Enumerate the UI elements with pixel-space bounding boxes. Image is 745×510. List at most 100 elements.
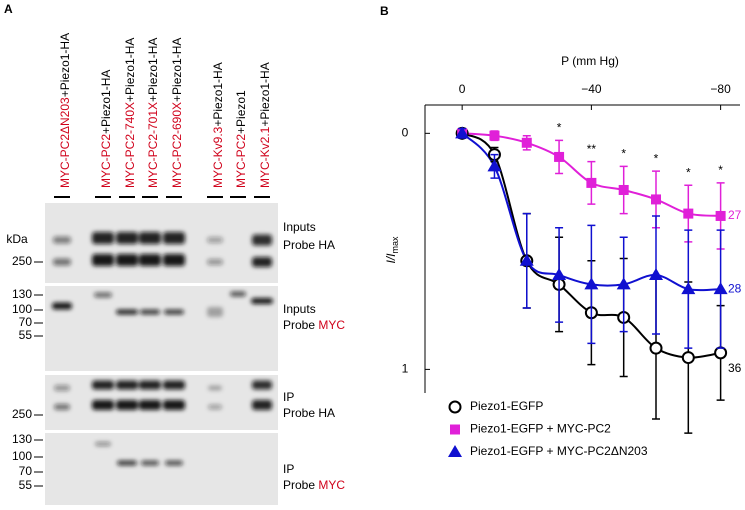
significance: * bbox=[621, 147, 626, 161]
significance: * bbox=[654, 151, 659, 165]
marker bbox=[450, 424, 460, 435]
bands bbox=[95, 442, 183, 466]
assay-label: IP bbox=[283, 462, 294, 476]
band bbox=[207, 237, 223, 243]
marker bbox=[713, 282, 728, 295]
marker-label: 130 bbox=[12, 432, 32, 446]
lane-label: MYC-Kv2.1+Piezo1-HA bbox=[258, 62, 272, 188]
assay-label: IP bbox=[283, 390, 294, 404]
marker bbox=[681, 351, 695, 365]
lane-construct: MYC-PC2-690X bbox=[170, 102, 184, 188]
band bbox=[92, 232, 114, 244]
band bbox=[117, 460, 137, 466]
lane-construct: MYC-PC2-740X bbox=[123, 102, 137, 188]
panel-label: B bbox=[380, 4, 389, 18]
marker bbox=[489, 130, 500, 141]
marker bbox=[649, 341, 663, 355]
marker bbox=[715, 210, 726, 221]
panel-label: A bbox=[4, 2, 13, 16]
band bbox=[252, 257, 272, 267]
band bbox=[53, 236, 71, 244]
band bbox=[92, 380, 114, 390]
blot bbox=[45, 286, 278, 371]
n-label: 27 bbox=[728, 208, 742, 222]
blot bbox=[45, 375, 278, 430]
band bbox=[140, 309, 160, 315]
band bbox=[141, 460, 159, 466]
blot bbox=[45, 433, 278, 505]
n-label: 28 bbox=[728, 281, 742, 295]
band bbox=[116, 380, 138, 390]
band bbox=[139, 400, 161, 410]
marker-label: 70 bbox=[19, 315, 33, 329]
probe-label: Probe MYC bbox=[283, 478, 345, 492]
probe: Probe bbox=[283, 478, 315, 492]
legend-label: Piezo1-EGFP bbox=[470, 399, 543, 413]
marker-label: 100 bbox=[12, 449, 32, 463]
probe-target: MYC bbox=[318, 318, 345, 332]
probe: Probe bbox=[283, 406, 315, 420]
bands bbox=[52, 291, 273, 317]
lane-label: MYC-PC2-690X+Piezo1-HA bbox=[170, 38, 184, 188]
band bbox=[52, 302, 72, 310]
band bbox=[139, 380, 161, 390]
x-axis-title: P (mm Hg) bbox=[561, 54, 619, 68]
lane-construct: MYC-Kv9.3 bbox=[211, 126, 225, 188]
marker bbox=[714, 346, 728, 360]
x-tick-label: −40 bbox=[581, 82, 602, 96]
band bbox=[252, 380, 272, 390]
marker bbox=[651, 194, 661, 205]
y-title-main: I/I bbox=[384, 253, 398, 264]
band bbox=[163, 400, 185, 410]
lane-partner: +Piezo1 bbox=[234, 90, 248, 134]
kda-label: kDa bbox=[6, 232, 28, 246]
lane-partner: +Piezo1-HA bbox=[123, 38, 137, 102]
marker-label: 55 bbox=[19, 328, 33, 342]
lane-partner: +Piezo1-HA bbox=[211, 62, 225, 126]
lane-partner: +Piezo1-HA bbox=[146, 38, 160, 102]
marker-label: 70 bbox=[19, 464, 33, 478]
band bbox=[164, 309, 184, 315]
band bbox=[94, 292, 112, 298]
band bbox=[165, 460, 183, 466]
marker bbox=[584, 277, 599, 290]
marker-label: 130 bbox=[12, 287, 32, 301]
bands bbox=[54, 380, 272, 410]
marker bbox=[616, 277, 631, 290]
lane-label: MYC-PC2-740X+Piezo1-HA bbox=[123, 38, 137, 188]
significance: * bbox=[686, 165, 691, 179]
probe-label: Probe MYC bbox=[283, 318, 345, 332]
band bbox=[53, 258, 71, 266]
marker bbox=[649, 267, 663, 280]
legend-label: Piezo1-EGFP + MYC-PC2 bbox=[470, 422, 611, 436]
band bbox=[139, 254, 161, 266]
bands bbox=[53, 232, 272, 267]
band bbox=[207, 307, 223, 317]
band bbox=[116, 254, 138, 266]
marker bbox=[586, 177, 597, 188]
marker bbox=[618, 184, 629, 195]
lane-partner: +Piezo1-HA bbox=[58, 33, 72, 97]
probe-label: Probe HA bbox=[283, 238, 335, 252]
marker bbox=[455, 126, 470, 139]
marker-label: 250 bbox=[12, 254, 32, 268]
probe: Probe bbox=[283, 238, 315, 252]
marker-label: 250 bbox=[12, 407, 32, 421]
y-tick-label: 1 bbox=[402, 362, 409, 376]
blot bbox=[45, 203, 278, 283]
band bbox=[251, 298, 273, 304]
band bbox=[163, 380, 185, 390]
band bbox=[116, 232, 138, 244]
marker bbox=[448, 445, 462, 457]
marker bbox=[683, 208, 694, 219]
band bbox=[95, 442, 111, 446]
marker bbox=[487, 159, 502, 172]
band bbox=[207, 259, 223, 265]
marker-label: 100 bbox=[12, 302, 32, 316]
band bbox=[163, 254, 185, 266]
y-title-sub: max bbox=[390, 236, 400, 254]
band bbox=[230, 291, 246, 297]
probe-label: Probe HA bbox=[283, 406, 335, 420]
marker bbox=[554, 151, 565, 162]
